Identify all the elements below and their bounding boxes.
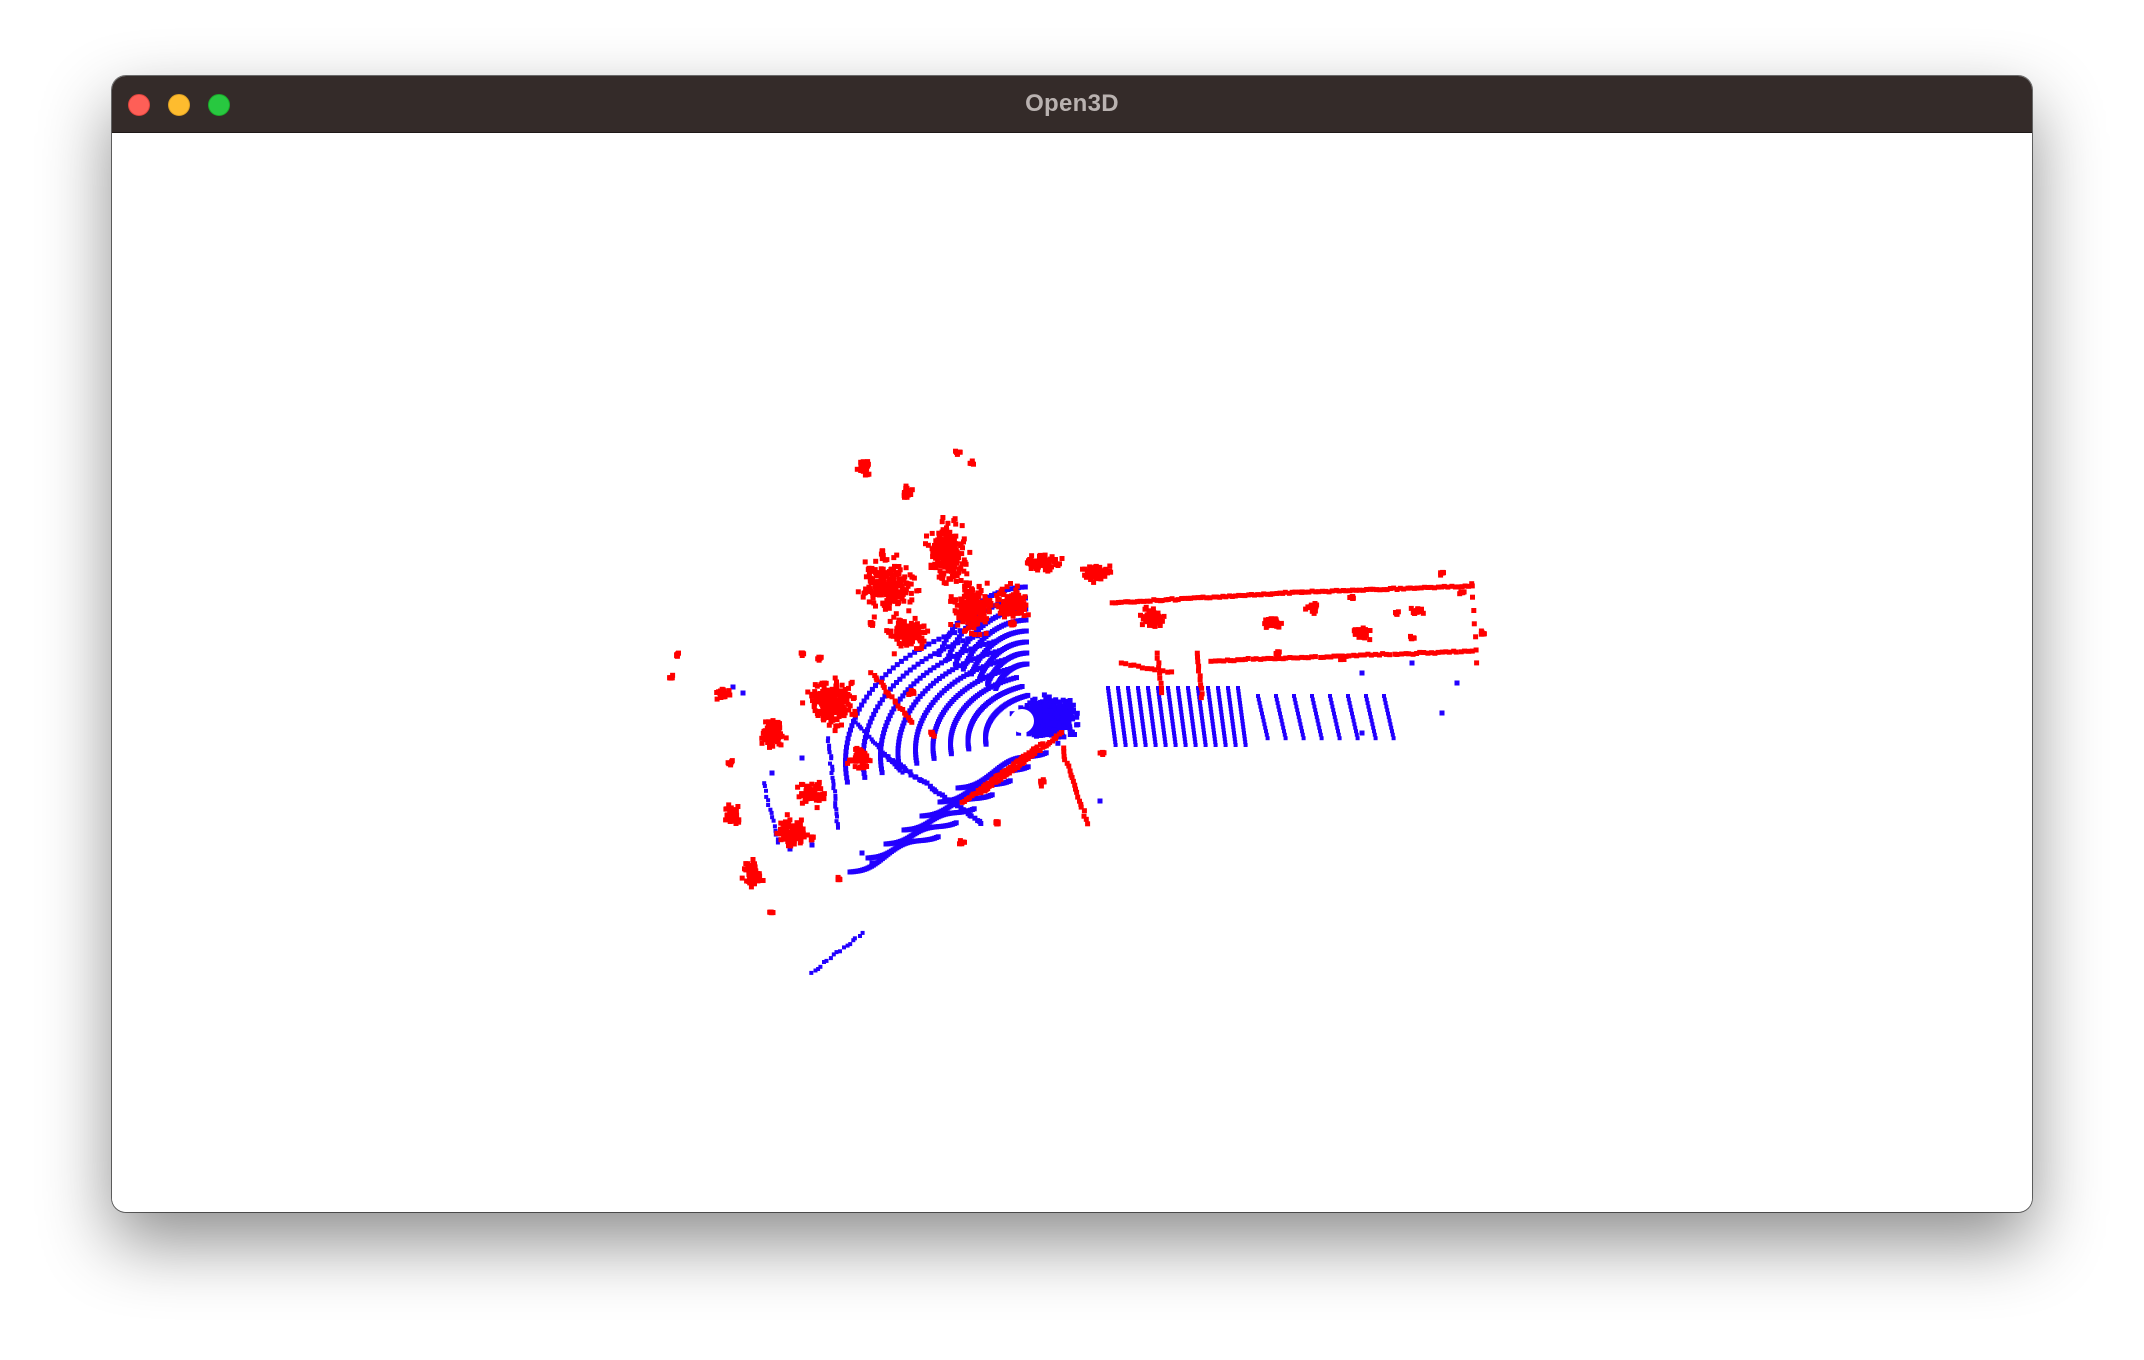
title-bar[interactable]: Open3D: [112, 76, 2032, 133]
3d-viewport[interactable]: [112, 133, 2032, 1212]
minimize-icon[interactable]: [168, 94, 190, 116]
sensor-origin: [1010, 709, 1034, 733]
point-cloud[interactable]: [112, 133, 2032, 1212]
window-title: Open3D: [1025, 90, 1119, 117]
ground-points: [730, 584, 1460, 975]
obstacle-points: [667, 448, 1487, 916]
open3d-window: Open3D: [112, 76, 2032, 1212]
close-icon[interactable]: [128, 94, 150, 116]
zoom-icon[interactable]: [208, 94, 230, 116]
